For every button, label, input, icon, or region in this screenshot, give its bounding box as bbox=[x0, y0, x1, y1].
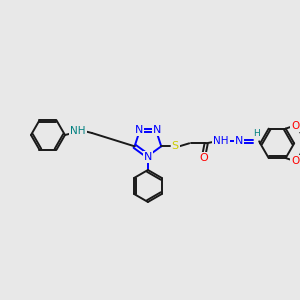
Text: H: H bbox=[253, 129, 260, 138]
Text: N: N bbox=[144, 152, 152, 162]
Text: N: N bbox=[153, 125, 161, 135]
Text: N: N bbox=[134, 125, 143, 135]
Text: O: O bbox=[292, 156, 300, 166]
Text: O: O bbox=[292, 121, 300, 130]
Text: S: S bbox=[172, 141, 179, 151]
Text: N: N bbox=[235, 136, 243, 146]
Text: O: O bbox=[200, 153, 208, 163]
Text: NH: NH bbox=[70, 126, 86, 136]
Text: NH: NH bbox=[214, 136, 229, 146]
